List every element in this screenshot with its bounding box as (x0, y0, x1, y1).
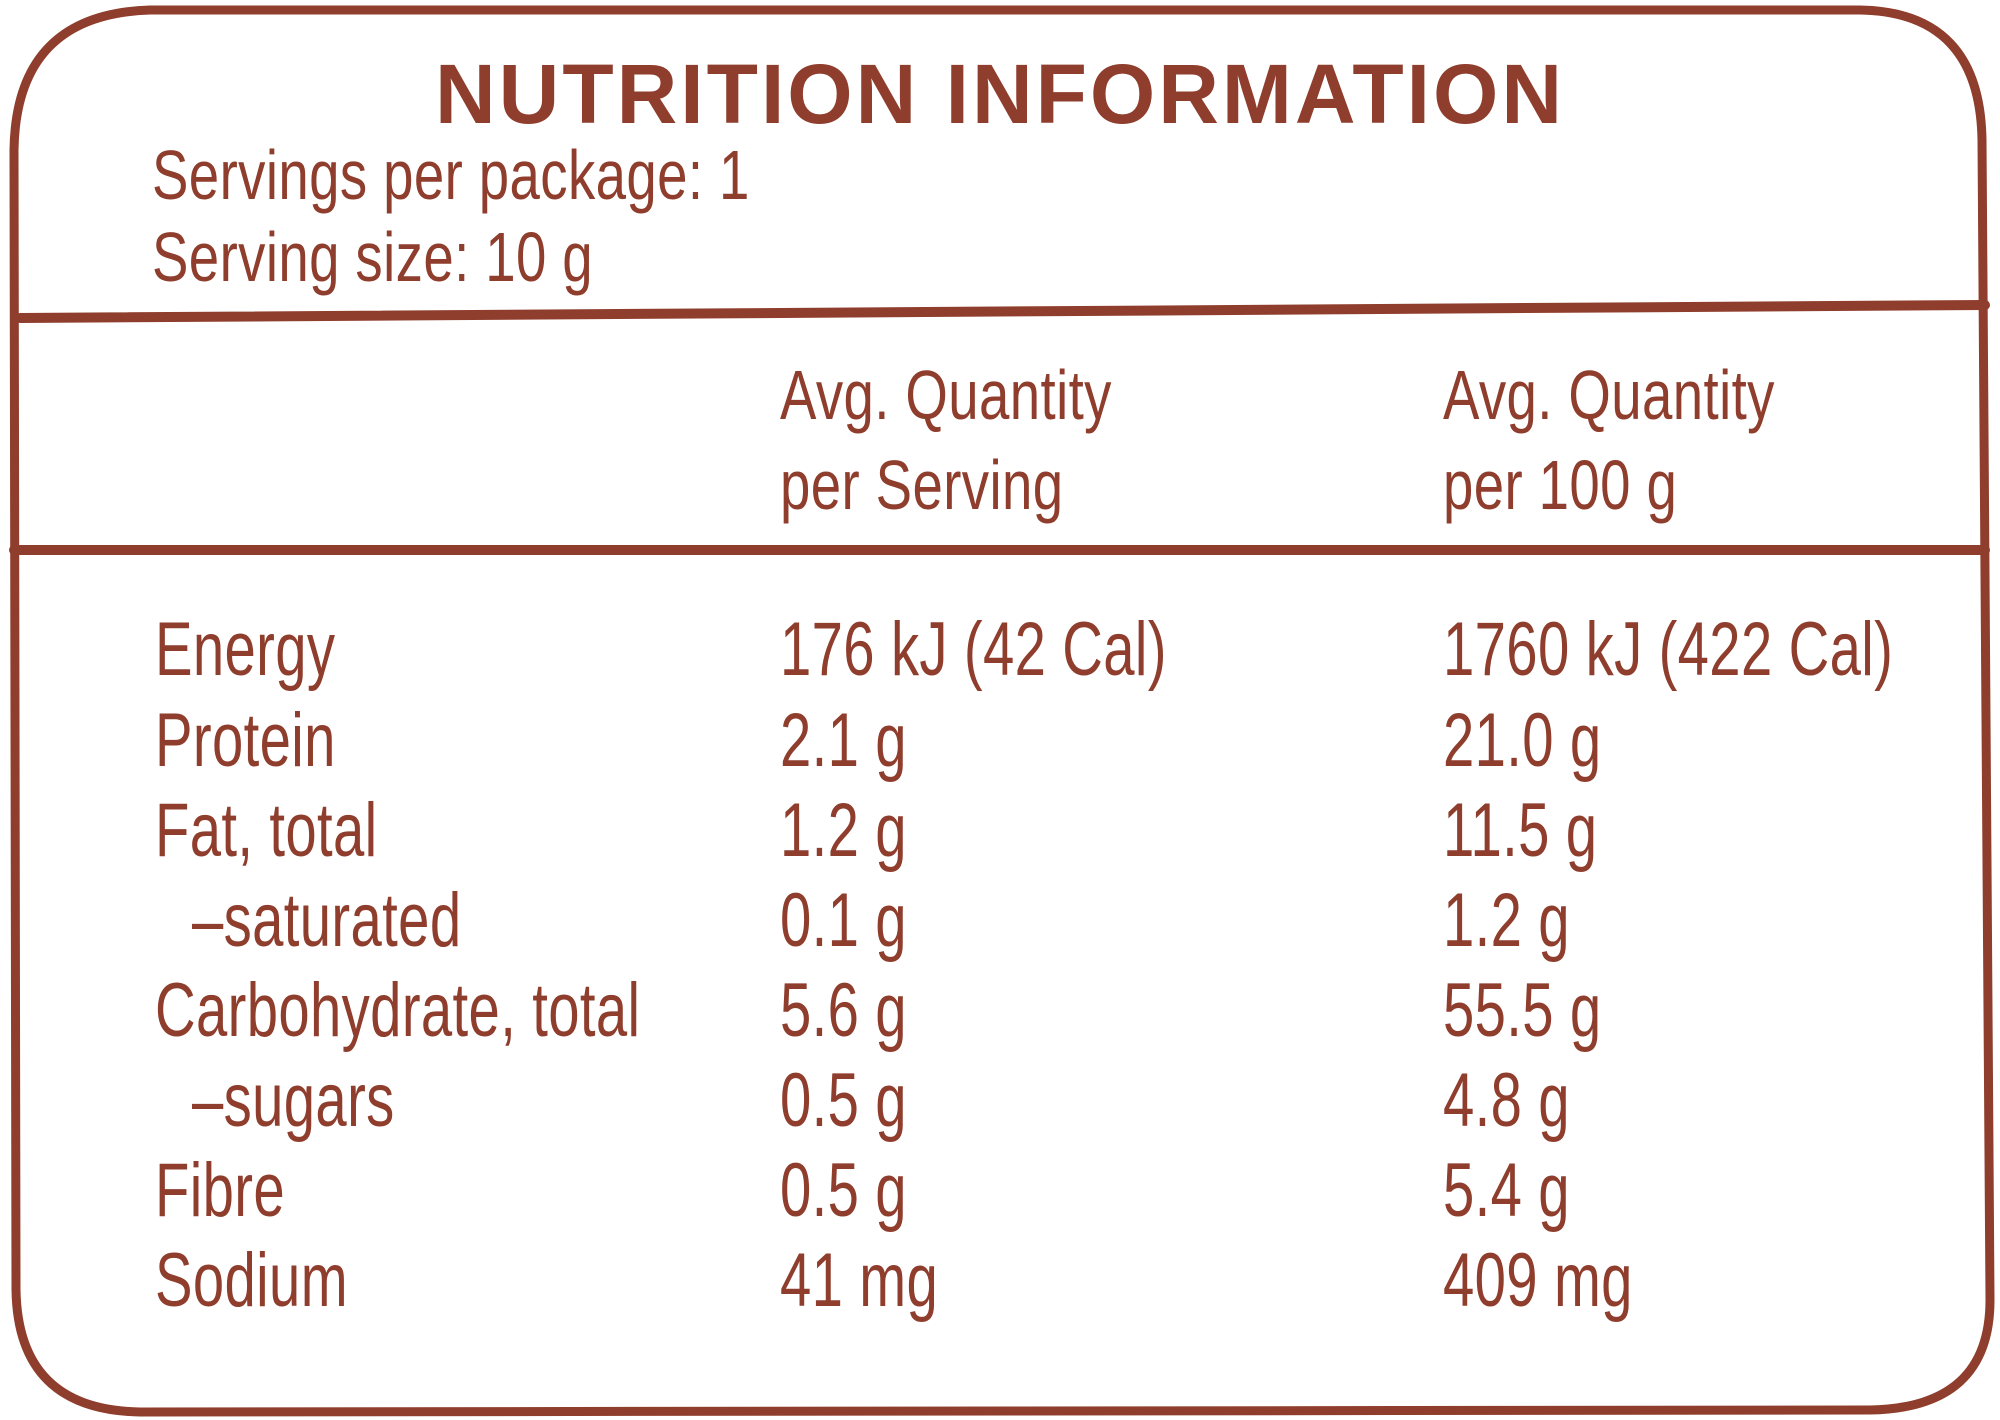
nutrient-per-100g: 4.8 g (1443, 1058, 1570, 1143)
nutrient-per-100g: 55.5 g (1443, 968, 1602, 1053)
nutrient-per-100g: 21.0 g (1443, 698, 1602, 783)
nutrient-name: –sugars (192, 1058, 395, 1143)
nutrient-per-serving: 176 kJ (42 Cal) (780, 607, 1167, 692)
nutrient-name: –saturated (192, 878, 462, 963)
divider-header (15, 300, 1990, 323)
label-border (9, 5, 1995, 1417)
nutrient-per-100g: 11.5 g (1443, 788, 1598, 873)
nutrient-per-100g: 5.4 g (1443, 1148, 1570, 1233)
nutrient-per-serving: 1.2 g (780, 788, 907, 873)
nutrient-name: Energy (155, 607, 336, 692)
nutrient-name: Carbohydrate, total (155, 968, 641, 1053)
nutrient-per-serving: 0.1 g (780, 878, 907, 963)
servings-per-package: Servings per package: 1 (152, 136, 750, 214)
nutrient-name: Protein (155, 698, 336, 783)
column-header-per-100g-line2: per 100 g (1443, 446, 1678, 524)
nutrient-per-100g: 409 mg (1443, 1238, 1633, 1323)
nutrient-name: Fibre (155, 1148, 285, 1233)
nutrient-per-serving: 41 mg (780, 1238, 939, 1323)
nutrient-per-serving: 0.5 g (780, 1058, 907, 1143)
nutrient-per-100g: 1.2 g (1443, 878, 1570, 963)
serving-size: Serving size: 10 g (152, 218, 594, 296)
nutrient-per-serving: 2.1 g (780, 698, 907, 783)
nutrient-per-serving: 0.5 g (780, 1148, 907, 1233)
column-header-per-serving-line2: per Serving (780, 446, 1064, 524)
column-header-per-serving-line1: Avg. Quantity (780, 356, 1112, 434)
nutrient-name: Sodium (155, 1238, 348, 1323)
nutrient-per-100g: 1760 kJ (422 Cal) (1443, 607, 1894, 692)
panel-title: NUTRITION INFORMATION (435, 47, 1565, 141)
column-header-per-100g-line1: Avg. Quantity (1443, 356, 1775, 434)
nutrient-name: Fat, total (155, 788, 378, 873)
nutrient-per-serving: 5.6 g (780, 968, 907, 1053)
